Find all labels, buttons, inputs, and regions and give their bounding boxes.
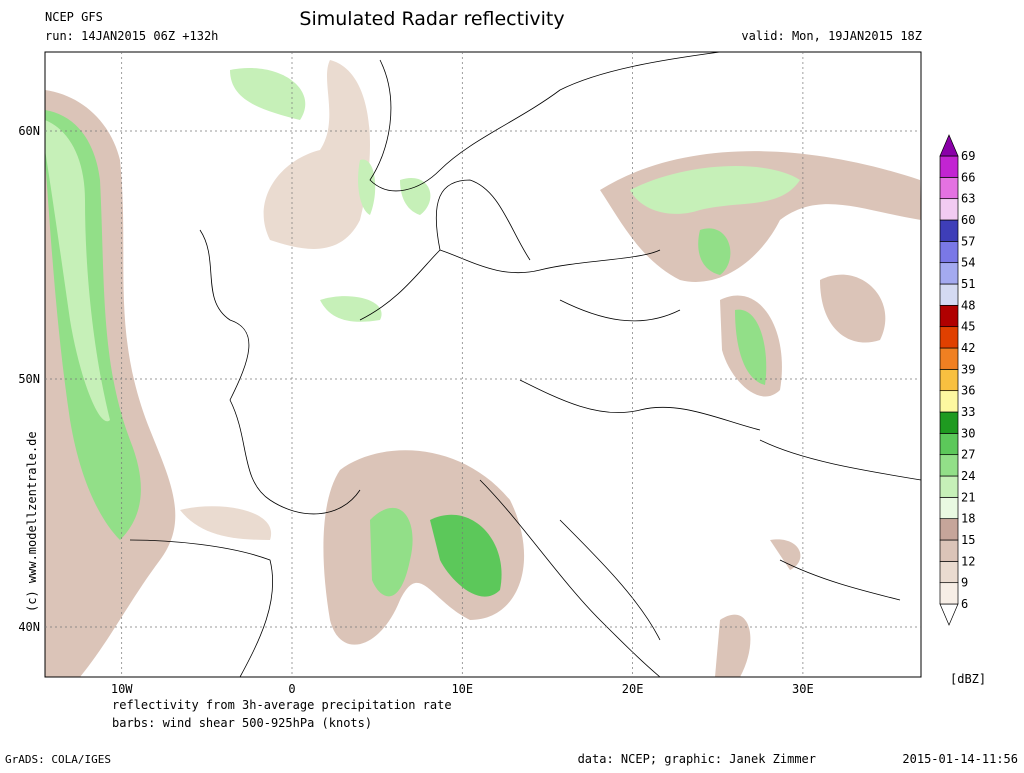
lat-label: 40N [18,620,40,634]
colorbar-box [939,347,959,370]
colorbar-label: 21 [961,490,975,504]
colorbar-label: 33 [961,405,975,419]
colorbar-label: 39 [961,362,975,376]
colorbar-label: 69 [961,149,975,163]
colorbar-box [939,518,959,541]
colorbar-box [939,411,959,434]
run: run: 14JAN2015 06Z +132h [45,29,218,43]
lon-label: 20E [622,682,644,696]
colorbar-box [939,496,959,520]
colorbar-label: 15 [961,533,975,547]
credit: data: NCEP; graphic: Janek Zimmer [578,752,816,766]
colorbar-label: 57 [961,234,975,248]
colorbar-box [939,176,959,200]
colorbar-label: 66 [961,170,975,184]
colorbar-label: 12 [961,554,975,568]
colorbar-label: 24 [961,469,975,483]
colorbar-box [939,240,959,264]
colorbar-label: 30 [961,426,975,440]
colorbar-box [939,475,959,498]
colorbar-box [939,326,959,349]
colorbar-label: 63 [961,192,975,206]
title: Simulated Radar reflectivity [299,8,564,30]
colorbar-box [939,432,959,456]
colorbar-arrow [939,603,959,626]
colorbar-unit: [dBZ] [950,672,986,686]
colorbar-label: 51 [961,277,975,291]
colorbar-label: 18 [961,512,975,526]
copyright: (c) www.modellzentrale.de [25,431,39,612]
colorbar-box [939,262,959,285]
colorbar-label: 27 [961,448,975,462]
colorbar-label: 54 [961,256,975,270]
colorbar-box [939,390,959,413]
lat-label: 50N [18,372,40,386]
colorbar-label: 42 [961,341,975,355]
lon-label: 10E [451,682,473,696]
map-frame [44,51,922,678]
colorbar-box [939,304,959,328]
precip-field [45,52,921,677]
colorbar-arrow [939,134,959,157]
model: NCEP GFS [45,10,103,24]
colorbar-box [939,219,959,242]
lon-label: 0 [288,682,295,696]
colorbar-box [939,454,959,477]
colorbar-label: 9 [961,576,968,590]
timestamp: 2015-01-14-11:56 [902,752,1018,766]
lon-label: 30E [792,682,814,696]
colorbar-box [939,283,959,306]
software: GrADS: COLA/IGES [5,753,111,766]
colorbar-label: 60 [961,213,975,227]
colorbar-label: 6 [961,597,968,611]
description: barbs: wind shear 500-925hPa (knots) [112,716,372,730]
lon-label: 10W [111,682,133,696]
colorbar-box [939,198,959,221]
valid: valid: Mon, 19JAN2015 18Z [741,29,922,43]
colorbar-label: 45 [961,320,975,334]
colorbar-label: 48 [961,298,975,312]
colorbar-label: 36 [961,384,975,398]
colorbar-box [939,560,959,584]
description: reflectivity from 3h-average precipitati… [112,698,452,712]
colorbar-box [939,539,959,562]
lat-label: 60N [18,124,40,138]
colorbar-box [939,582,959,605]
colorbar-box [939,368,959,392]
colorbar-box [939,155,959,178]
